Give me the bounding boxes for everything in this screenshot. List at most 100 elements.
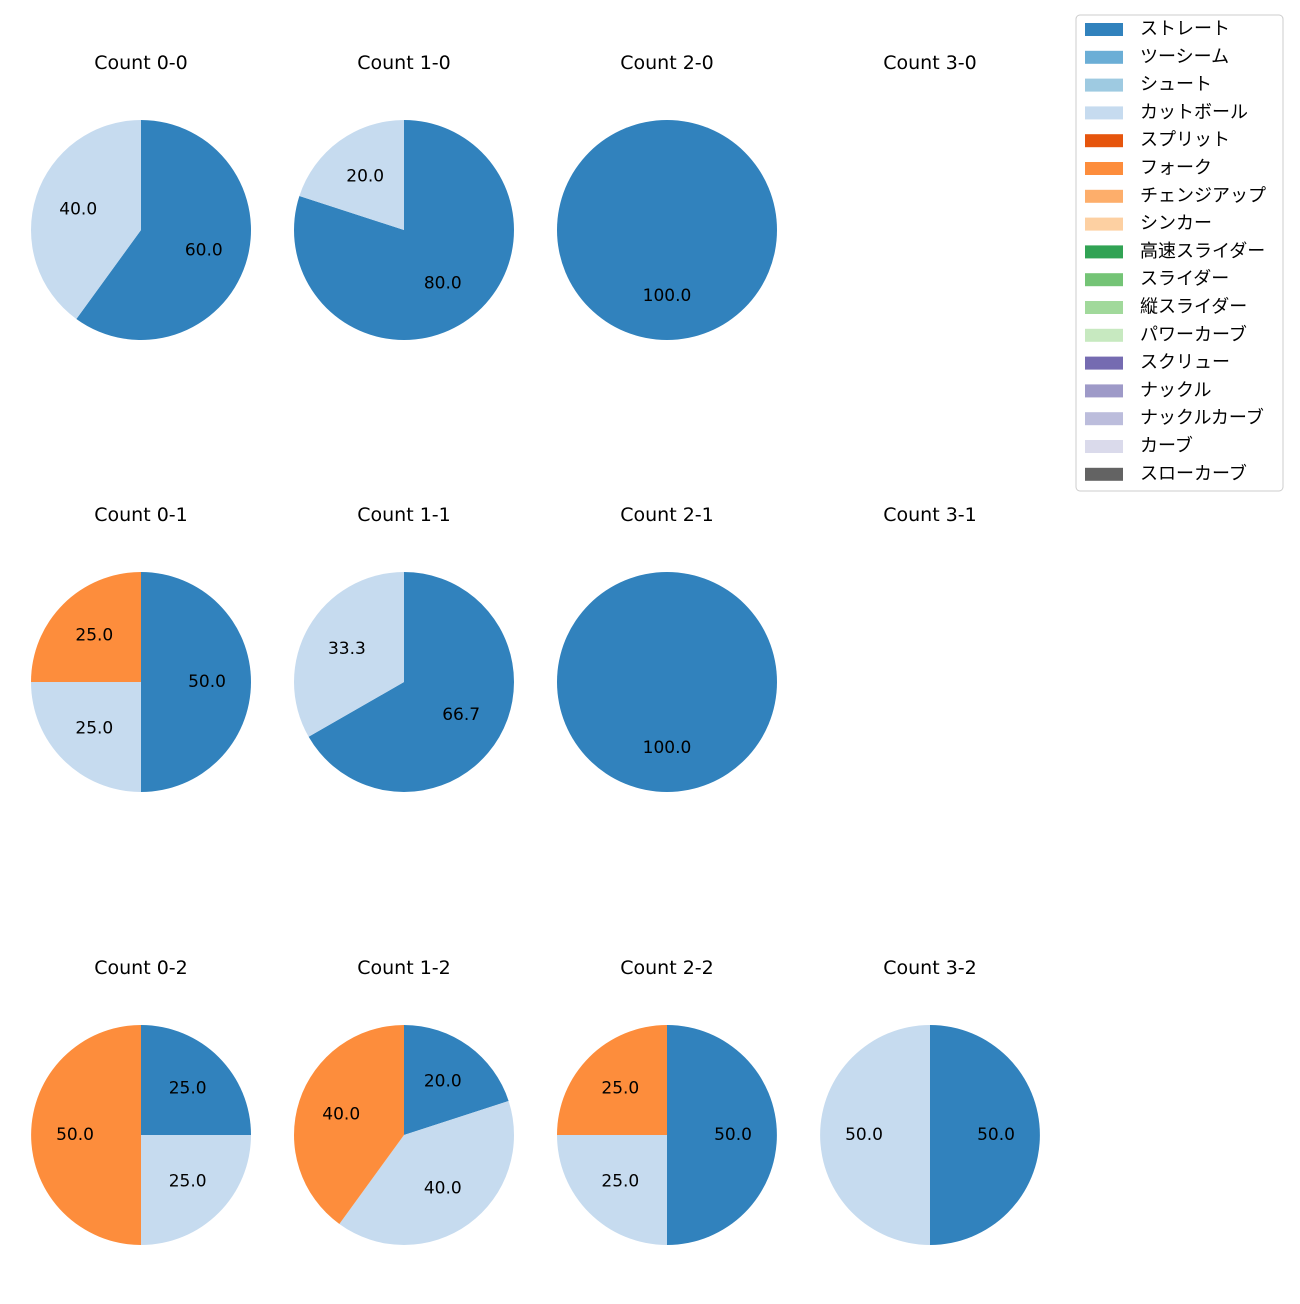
pie-title: Count 3-0 xyxy=(883,52,977,74)
slice-label: 20.0 xyxy=(346,167,384,187)
legend-swatch xyxy=(1085,440,1123,453)
pie-count-0-1: Count 0-1 50.0 25.0 25.0 xyxy=(31,504,251,792)
slice-label: 25.0 xyxy=(75,625,113,645)
legend-label: スプリット xyxy=(1140,130,1230,151)
pie-slice xyxy=(557,1135,667,1245)
pie-title: Count 2-1 xyxy=(620,504,714,526)
slice-label: 33.3 xyxy=(328,639,366,659)
legend-item: チェンジアップ xyxy=(1085,185,1266,206)
pie-slice xyxy=(31,682,141,792)
pie-count-2-0: Count 2-0 100.0 xyxy=(557,52,777,340)
legend-label: スクリュー xyxy=(1140,352,1230,373)
pie-slice xyxy=(141,1135,251,1245)
pie-slice xyxy=(31,1025,141,1245)
legend: ストレートツーシームシュートカットボールスプリットフォークチェンジアップシンカー… xyxy=(1075,14,1284,492)
slice-label: 25.0 xyxy=(169,1172,207,1192)
legend-item: パワーカーブ xyxy=(1085,323,1247,345)
legend-item: フォーク xyxy=(1085,158,1212,179)
pie-slice xyxy=(820,1025,930,1245)
slice-label: 50.0 xyxy=(56,1125,94,1145)
pie-slice xyxy=(557,120,777,340)
legend-item: ナックルカーブ xyxy=(1085,407,1264,429)
legend-label: カットボール xyxy=(1140,102,1248,123)
legend-swatch xyxy=(1085,217,1123,231)
legend-swatch xyxy=(1085,23,1123,36)
pie-title: Count 0-2 xyxy=(94,957,188,979)
pie-title: Count 2-2 xyxy=(620,957,714,979)
legend-item: スプリット xyxy=(1085,130,1230,151)
slice-label: 25.0 xyxy=(75,719,113,739)
pie-title: Count 3-2 xyxy=(883,957,977,979)
slice-label: 50.0 xyxy=(845,1125,883,1145)
legend-label: ツーシーム xyxy=(1140,46,1229,67)
pie-slice xyxy=(308,572,514,792)
slice-label: 40.0 xyxy=(59,200,97,220)
legend-item: シュート xyxy=(1085,74,1212,95)
legend-item: ナックル xyxy=(1085,380,1211,401)
pie-slice xyxy=(404,1025,509,1135)
pie-count-1-2: Count 1-2 20.0 40.0 40.0 xyxy=(294,957,514,1245)
pie-count-3-0: Count 3-0 xyxy=(883,52,977,74)
legend-swatch xyxy=(1085,356,1123,370)
pie-slice xyxy=(141,572,251,792)
legend-label: スライダー xyxy=(1140,269,1229,290)
legend-swatch xyxy=(1085,78,1123,92)
slice-label: 60.0 xyxy=(185,240,223,260)
slice-label: 25.0 xyxy=(169,1078,207,1098)
slice-label: 40.0 xyxy=(424,1178,462,1198)
legend-swatch xyxy=(1085,412,1123,426)
legend-label: チェンジアップ xyxy=(1140,185,1266,206)
legend-swatch xyxy=(1085,467,1123,481)
slice-label: 25.0 xyxy=(601,1078,639,1098)
pie-slice xyxy=(293,572,404,737)
slice-label: 100.0 xyxy=(643,738,692,758)
pie-count-1-1: Count 1-1 66.7 33.3 xyxy=(293,504,514,792)
pie-slice xyxy=(557,572,777,792)
legend-label: パワーカーブ xyxy=(1140,323,1247,345)
pie-count-3-2: Count 3-2 50.0 50.0 xyxy=(820,957,1040,1245)
pie-slice xyxy=(76,120,251,340)
legend-swatch xyxy=(1085,106,1123,120)
slice-label: 50.0 xyxy=(977,1125,1015,1145)
legend-label: スローカーブ xyxy=(1140,462,1247,484)
legend-swatch xyxy=(1085,273,1123,287)
legend-swatch xyxy=(1085,328,1123,342)
legend-swatch xyxy=(1085,162,1123,175)
legend-label: ナックルカーブ xyxy=(1140,407,1264,429)
slice-label: 100.0 xyxy=(643,286,692,306)
pie-slice xyxy=(31,572,141,682)
pie-title: Count 0-0 xyxy=(94,52,188,74)
pie-count-3-1: Count 3-1 xyxy=(883,504,977,526)
pie-title: Count 2-0 xyxy=(620,52,714,74)
pie-slice xyxy=(930,1025,1040,1245)
pie-title: Count 1-2 xyxy=(357,957,451,979)
legend-label: 高速スライダー xyxy=(1140,241,1265,262)
pie-slice xyxy=(557,1025,667,1135)
pie-title: Count 1-0 xyxy=(357,52,451,74)
slice-label: 20.0 xyxy=(424,1072,462,1092)
pie-count-2-2: Count 2-2 50.0 25.0 25.0 xyxy=(557,957,777,1245)
pie-slice xyxy=(30,120,141,319)
legend-label: シュート xyxy=(1140,74,1212,95)
legend-item: シンカー xyxy=(1085,213,1212,234)
slice-label: 40.0 xyxy=(322,1105,360,1125)
legend-swatch xyxy=(1085,301,1123,314)
slice-label: 66.7 xyxy=(442,705,480,725)
slice-label: 25.0 xyxy=(601,1172,639,1192)
legend-label: シンカー xyxy=(1140,213,1212,234)
legend-swatch xyxy=(1085,384,1123,398)
legend-item: カットボール xyxy=(1085,102,1248,123)
pie-slice xyxy=(299,120,404,230)
legend-label: ストレート xyxy=(1140,19,1230,40)
legend-swatch xyxy=(1085,134,1123,148)
legend-item: ツーシーム xyxy=(1085,46,1229,67)
slice-label: 50.0 xyxy=(188,672,226,692)
pie-slice xyxy=(294,1025,404,1224)
pie-slice xyxy=(141,1025,251,1135)
legend-item: スライダー xyxy=(1085,269,1229,290)
legend-item: スローカーブ xyxy=(1085,462,1247,484)
legend-label: ナックル xyxy=(1140,380,1211,401)
pie-count-0-0: Count 0-0 60.0 40.0 xyxy=(30,52,251,340)
